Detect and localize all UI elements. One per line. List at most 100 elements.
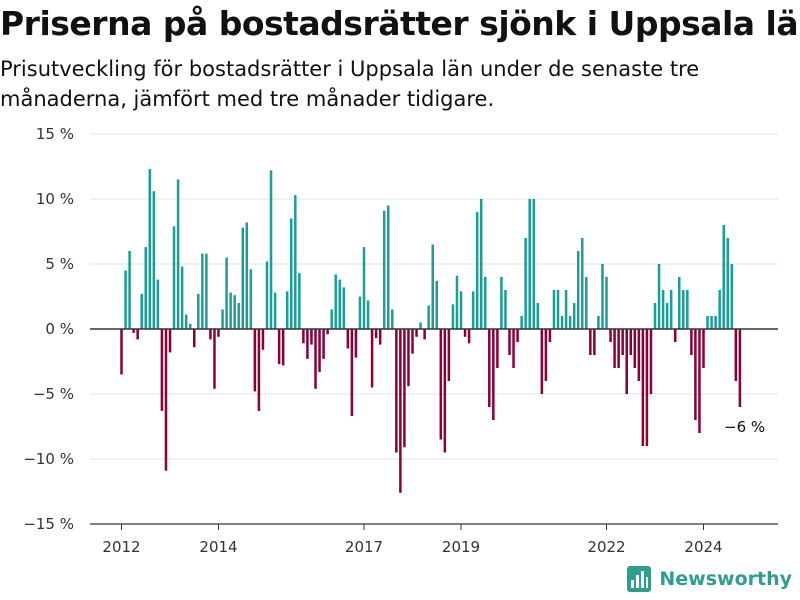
bar[interactable] [269,170,273,329]
bar[interactable] [673,329,677,342]
bar[interactable] [637,329,641,381]
bar[interactable] [738,329,742,407]
bar[interactable] [690,329,693,355]
bar[interactable] [459,291,463,329]
bar[interactable] [237,303,240,329]
bar[interactable] [342,287,346,329]
bar[interactable] [362,247,366,329]
bar[interactable] [649,329,653,394]
bar[interactable] [411,329,414,354]
bar[interactable] [694,329,697,420]
bar[interactable] [229,292,232,329]
bar[interactable] [576,251,580,329]
bar[interactable] [548,329,552,342]
bar[interactable] [633,329,637,368]
bar[interactable] [544,329,548,381]
bar[interactable] [605,277,608,329]
bar[interactable] [225,257,228,330]
bar[interactable] [613,329,616,368]
bar[interactable] [221,309,224,330]
bar[interactable] [281,329,285,366]
bar[interactable] [706,316,709,329]
bar[interactable] [172,226,176,329]
bar[interactable] [524,238,527,329]
bar[interactable] [156,279,160,329]
bar[interactable] [160,329,164,411]
bar[interactable] [572,303,576,329]
bar[interactable] [528,199,531,329]
bar[interactable] [144,247,148,329]
bar[interactable] [217,329,220,337]
bar[interactable] [540,329,544,394]
bar[interactable] [734,329,738,381]
bar[interactable] [585,277,588,329]
bar[interactable] [516,329,519,342]
bar[interactable] [387,205,390,330]
bar[interactable] [120,329,123,375]
bar[interactable] [302,329,305,344]
bar[interactable] [645,329,649,446]
bar[interactable] [722,225,725,329]
bar[interactable] [718,290,721,329]
bar[interactable] [366,300,370,329]
bar[interactable] [714,316,717,329]
bar[interactable] [508,329,511,355]
bar[interactable] [285,291,289,329]
bar[interactable] [665,303,669,329]
bar[interactable] [193,329,196,348]
bar[interactable] [669,290,673,329]
bar[interactable] [310,329,313,345]
bar[interactable] [241,227,245,329]
bar[interactable] [298,273,301,329]
bar[interactable] [423,329,426,340]
bar[interactable] [350,329,354,417]
bar[interactable] [471,291,475,329]
bar[interactable] [589,329,592,355]
bar[interactable] [253,329,257,392]
bar[interactable] [488,329,491,407]
bar[interactable] [290,218,293,330]
bar[interactable] [152,191,156,329]
bar[interactable] [148,169,152,329]
bar[interactable] [399,329,402,493]
bar[interactable] [601,264,604,329]
bar[interactable] [261,329,265,350]
bar[interactable] [322,329,325,359]
bar[interactable] [447,329,451,381]
bar[interactable] [265,261,269,329]
bar[interactable] [180,266,184,329]
bar[interactable] [463,329,467,337]
bar[interactable] [407,329,410,387]
bar[interactable] [334,274,337,329]
bar[interactable] [354,329,358,358]
bar[interactable] [661,290,665,329]
bar[interactable] [273,292,277,329]
bar[interactable] [641,329,645,446]
bar[interactable] [318,329,321,372]
bar[interactable] [306,329,309,359]
bar[interactable] [568,316,572,329]
bar[interactable] [326,329,329,335]
bar[interactable] [496,329,499,368]
bar[interactable] [374,329,378,339]
bar[interactable] [140,293,143,329]
bar[interactable] [427,305,430,329]
bar[interactable] [678,277,681,329]
bar[interactable] [209,329,212,340]
bar[interactable] [233,295,236,329]
bar[interactable] [629,329,633,355]
bar[interactable] [443,329,447,453]
bar[interactable] [168,329,172,353]
bar[interactable] [500,277,503,329]
bar[interactable] [245,222,249,329]
bar[interactable] [532,199,536,329]
bar[interactable] [338,279,342,329]
bar[interactable] [330,309,333,330]
bar[interactable] [597,316,600,329]
bar[interactable] [378,329,382,345]
bar[interactable] [391,309,394,330]
bar[interactable] [621,329,624,355]
bar[interactable] [201,253,204,329]
bar[interactable] [520,316,523,329]
bar[interactable] [698,329,701,433]
